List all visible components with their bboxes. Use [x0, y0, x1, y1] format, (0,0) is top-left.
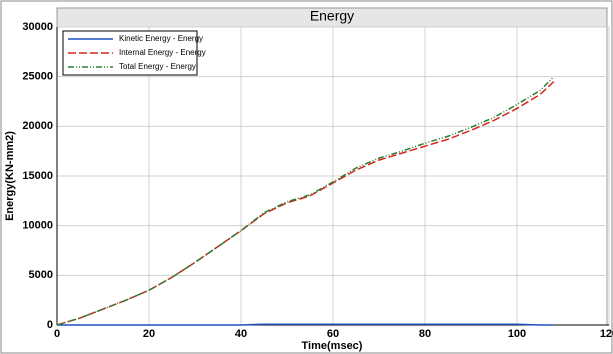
series-line [56, 76, 555, 326]
x-tick-label: 80 [419, 328, 431, 340]
y-axis-label: Energy(KN-mm2) [4, 131, 16, 221]
x-tick-label: 120 [600, 328, 613, 340]
y-tick-label: 0 [47, 319, 53, 331]
legend-label: Total Energy - Energy [119, 62, 196, 71]
y-tick-label: 25000 [22, 71, 53, 83]
x-tick-label: 40 [235, 328, 247, 340]
y-tick-label: 15000 [22, 170, 53, 182]
y-tick-label: 5000 [29, 269, 53, 281]
x-tick-label: 60 [327, 328, 339, 340]
y-tick-label: 10000 [22, 220, 53, 232]
x-tick-label: 100 [508, 328, 526, 340]
legend-label: Internal Energy - Energy [119, 48, 206, 57]
chart-title: Energy [310, 8, 354, 24]
x-axis-label: Time(msec) [302, 340, 363, 352]
legend-label: Kinetic Energy - Energy [119, 34, 203, 43]
x-tick-label: 0 [54, 328, 60, 340]
y-tick-label: 20000 [22, 120, 53, 132]
series-line [56, 81, 555, 326]
series-line [57, 323, 554, 326]
y-tick-label: 30000 [22, 21, 53, 33]
x-tick-label: 20 [143, 328, 155, 340]
